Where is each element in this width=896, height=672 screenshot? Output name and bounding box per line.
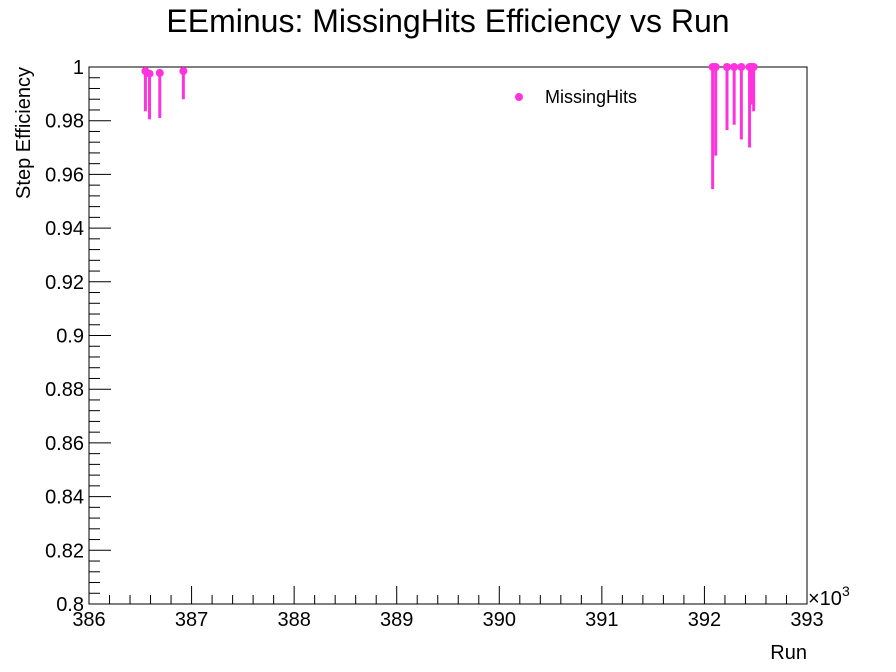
y-tick-label: 0.96: [45, 164, 84, 186]
y-tick-label: 0.88: [45, 379, 84, 401]
data-point: [737, 63, 746, 71]
x-axis: 386 387 388 389 390 391 392 393: [72, 586, 824, 631]
x-tick-label: 387: [175, 609, 208, 631]
x-tick-label: 388: [277, 609, 310, 631]
data-point: [145, 69, 154, 78]
y-tick-label: 0.86: [45, 433, 84, 455]
data-series: [141, 63, 758, 190]
data-point: [749, 63, 758, 71]
y-tick-label: 0.82: [45, 540, 84, 562]
x-tick-label: 390: [483, 609, 516, 631]
x-tick-label: 391: [585, 609, 618, 631]
y-tick-label: 0.84: [45, 487, 84, 509]
y-axis: 0.8 0.82 0.84 0.86 0.88 0.9 0.92 0.94 0.96 0.98 1: [45, 57, 111, 616]
y-axis-title: Step Efficiency: [13, 67, 35, 199]
data-point: [179, 67, 188, 76]
y-tick-label: 0.98: [45, 111, 84, 133]
x-tick-label: 386: [72, 609, 105, 631]
x-exponent-label: ×103: [808, 583, 850, 610]
legend-label-missinghits: MissingHits: [545, 87, 637, 107]
data-point: [722, 63, 731, 71]
x-tick-label: 393: [790, 609, 823, 631]
y-tick-label: 1: [73, 57, 84, 79]
legend: MissingHits: [515, 87, 637, 107]
legend-marker-missinghits: [515, 93, 523, 101]
y-tick-label: 0.92: [45, 272, 84, 294]
x-tick-label: 392: [688, 609, 721, 631]
y-tick-label: 0.8: [56, 594, 84, 616]
data-point: [730, 63, 739, 71]
data-point: [155, 68, 164, 77]
data-point: [711, 63, 720, 71]
y-tick-label: 0.9: [56, 326, 84, 348]
x-exponent-base: ×10: [808, 588, 842, 610]
x-tick-label: 389: [380, 609, 413, 631]
y-tick-label: 0.94: [45, 218, 84, 240]
x-exponent-power: 3: [842, 583, 850, 599]
x-axis-title: Run: [770, 642, 807, 664]
plot-frame: [88, 66, 808, 605]
chart-title: EEminus: MissingHits Efficiency vs Run: [166, 3, 729, 39]
